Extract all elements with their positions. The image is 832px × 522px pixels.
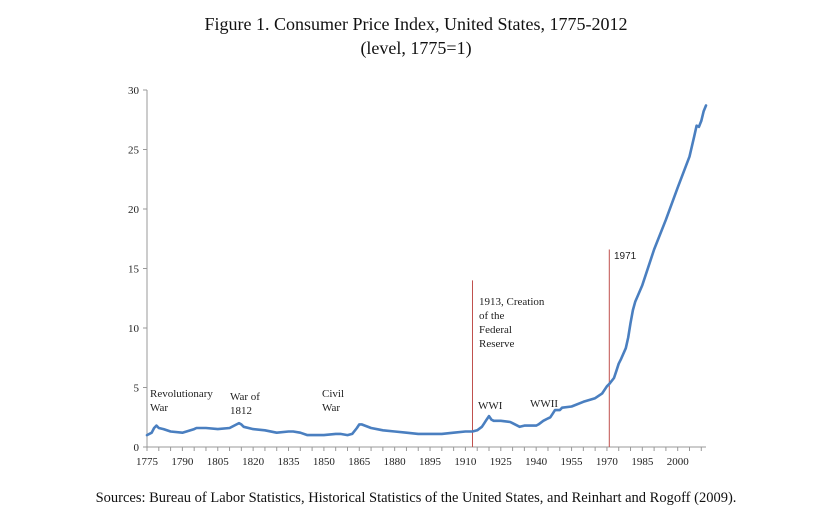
x-tick-label: 1790 <box>171 456 194 468</box>
y-tick-label: 15 <box>128 264 140 276</box>
chart-subtitle: (level, 1775=1) <box>360 38 472 58</box>
y-tick-label: 5 <box>134 383 140 395</box>
annotation-line: 1913, Creation <box>479 296 545 308</box>
annotation-civil: Civil War <box>322 388 344 414</box>
x-tick-label: 1925 <box>490 456 513 468</box>
y-tick-label: 25 <box>128 145 140 157</box>
x-tick-label: 1985 <box>631 456 654 468</box>
annotation-line: War of <box>230 391 260 403</box>
annotation-line: Revolutionary <box>150 388 213 400</box>
annotation-line: 1812 <box>230 405 252 417</box>
annotation-revolutionary: Revolutionary War <box>150 388 213 414</box>
x-tick-label: 2000 <box>667 456 690 468</box>
x-tick-label: 1865 <box>348 456 371 468</box>
x-tick-label: 1775 <box>136 456 159 468</box>
x-tick-label: 1820 <box>242 456 265 468</box>
x-tick-label: 1940 <box>525 456 548 468</box>
annotation-fed: 1913, Creation of the Federal Reserve <box>479 296 545 350</box>
annotation-war1812: War of 1812 <box>230 391 260 417</box>
x-tick-label: 1835 <box>278 456 301 468</box>
y-tick-label: 20 <box>128 204 140 216</box>
annotation-line: of the <box>479 310 504 322</box>
cpi-series-line <box>145 104 708 437</box>
chart-title: Figure 1. Consumer Price Index, United S… <box>204 14 628 34</box>
annotation-line: War <box>150 402 168 414</box>
annotation-y1971: 1971 <box>614 251 637 262</box>
annotation-line: WWII <box>530 398 558 410</box>
annotation-wwi: WWI <box>478 400 503 412</box>
x-tick-label: 1955 <box>561 456 584 468</box>
annotation-line: War <box>322 402 340 414</box>
x-tick-label: 1805 <box>207 456 230 468</box>
y-tick-label: 0 <box>134 442 140 454</box>
source-note: Sources: Bureau of Labor Statistics, His… <box>95 490 737 506</box>
x-tick-label: 1895 <box>419 456 442 468</box>
x-tick-label: 1910 <box>454 456 477 468</box>
annotation-line: Civil <box>322 388 344 400</box>
axes: 0 5 10 15 20 25 30 1775 1790 1805 1820 1835 1850 1865… <box>128 85 706 468</box>
annotation-line: WWI <box>478 400 503 412</box>
x-tick-label: 1970 <box>596 456 619 468</box>
y-tick-label: 30 <box>128 85 140 97</box>
annotation-line: 1971 <box>614 251 637 262</box>
annotation-wwii: WWII <box>530 398 558 410</box>
y-tick-label: 10 <box>128 323 140 335</box>
series-group <box>145 104 708 437</box>
annotation-line: Reserve <box>479 338 515 350</box>
annotations: Revolutionary War War of 1812 Civil War WWI WWI… <box>150 251 637 417</box>
annotation-line: Federal <box>479 324 512 336</box>
x-tick-label: 1880 <box>384 456 407 468</box>
vertical-markers <box>471 249 610 447</box>
x-tick-label: 1850 <box>313 456 336 468</box>
